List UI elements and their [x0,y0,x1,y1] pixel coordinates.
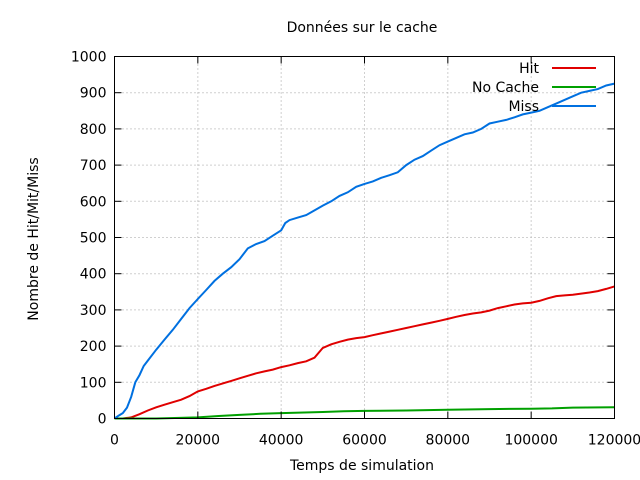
legend-label: Miss [508,99,539,115]
y-tick-label: 400 [80,267,107,283]
y-tick-label: 800 [80,122,107,138]
y-tick-label: 200 [80,339,107,355]
x-tick-label: 120000 [588,433,640,449]
series-line-miss [113,82,615,420]
chart-title: Données sur le cache [287,20,438,36]
series-line-no-cache [114,406,615,420]
y-tick-label: 700 [80,158,107,174]
y-tick-label: 900 [80,86,107,102]
y-tick-label: 0 [98,412,107,428]
grid-layer [114,56,615,419]
x-tick-label: 100000 [504,433,557,449]
x-tick-label: 40000 [259,433,304,449]
legend-label: Hit [519,61,539,77]
series-line-hit [114,285,615,420]
series-layer [113,82,615,420]
y-axis-label: Nombre de Hit/Mit/Miss [26,157,42,320]
y-tick-label: 100 [80,375,107,391]
y-tick-label: 600 [80,194,107,210]
tick-layer: 0 100 200 300 400 500 600 700 800 900 1000 0 20000 40… [71,50,640,449]
y-tick-label: 1000 [71,50,107,66]
x-tick-label: 0 [110,433,119,449]
x-axis-label: Temps de simulation [289,458,434,474]
y-tick-label: 500 [80,231,107,247]
x-tick-label: 20000 [176,433,221,449]
x-tick-label: 60000 [342,433,387,449]
legend-label: No Cache [472,80,539,96]
x-tick-label: 80000 [426,433,471,449]
y-tick-label: 300 [80,303,107,319]
legend: Hit No Cache Miss [472,61,596,115]
